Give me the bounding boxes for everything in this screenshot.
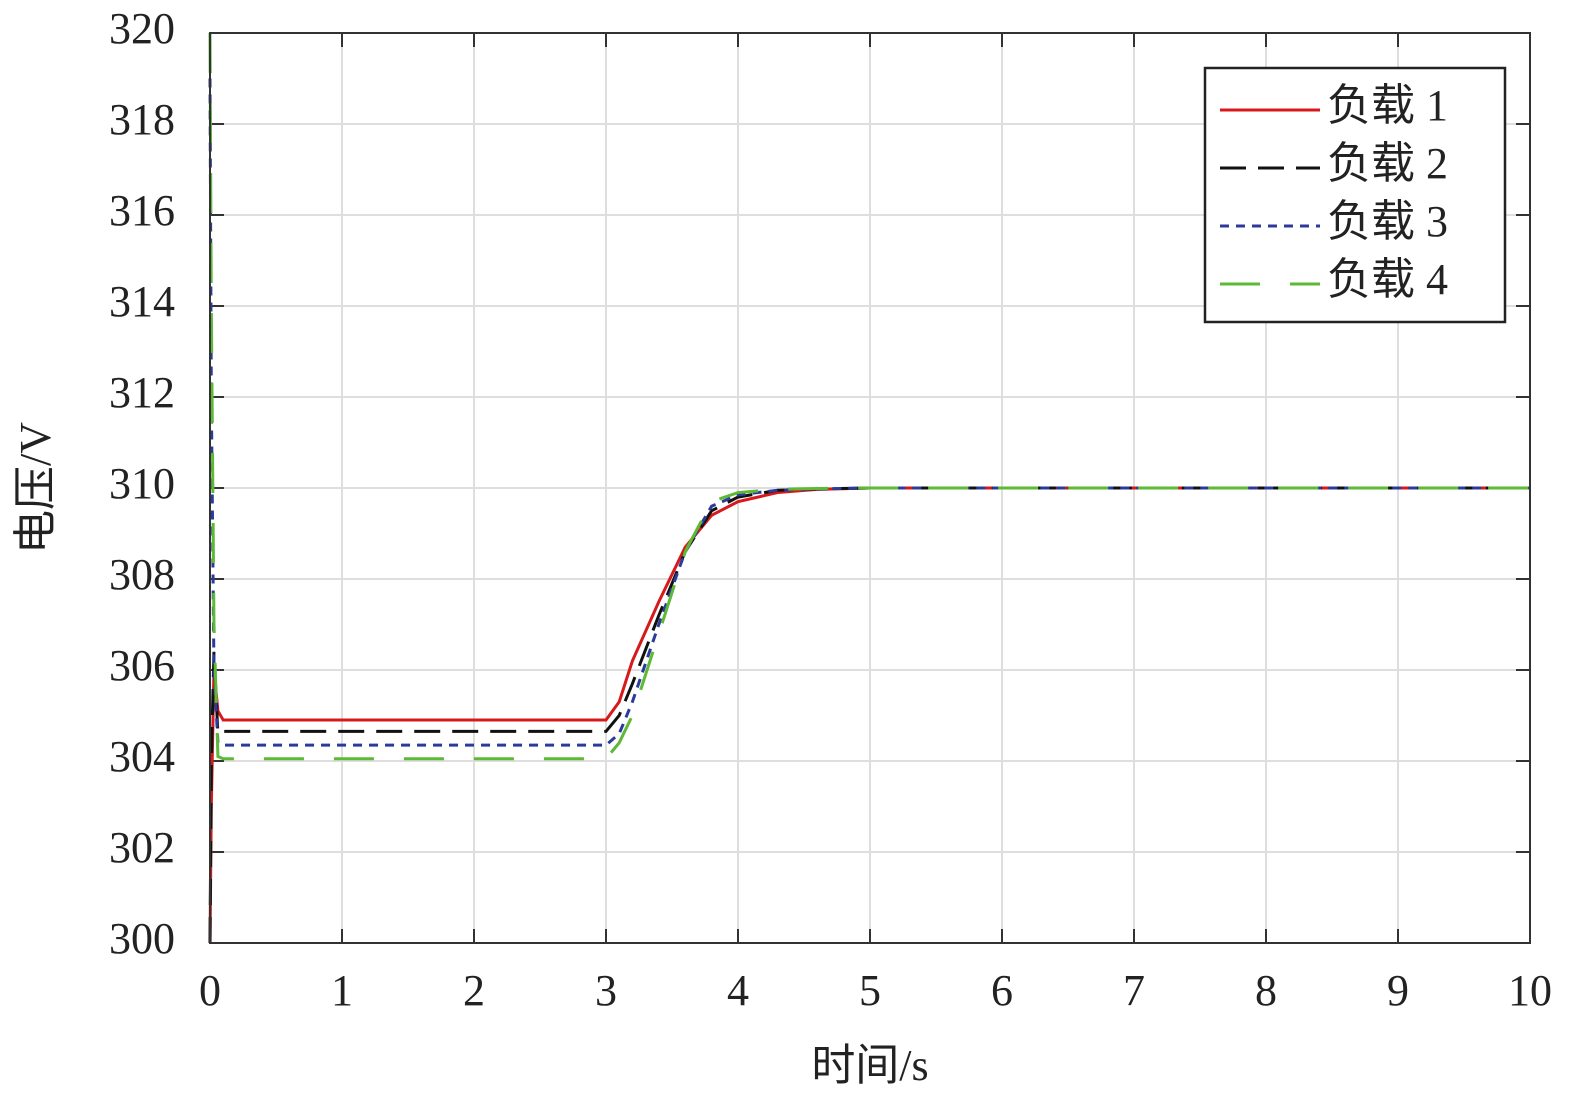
y-axis-label: 电压/V xyxy=(11,422,60,554)
x-tick-label: 10 xyxy=(1508,966,1552,1015)
legend-label: 负载 4 xyxy=(1327,255,1448,304)
y-tick-label: 302 xyxy=(109,823,175,872)
legend-label: 负载 3 xyxy=(1327,197,1448,246)
x-tick-label: 8 xyxy=(1255,966,1277,1015)
plot-frame xyxy=(209,32,1531,944)
y-tick-label: 312 xyxy=(109,368,175,417)
series-line xyxy=(208,486,1530,944)
x-tick-label: 7 xyxy=(1123,966,1145,1015)
y-tick-label: 314 xyxy=(109,277,175,326)
x-tick-label: 9 xyxy=(1387,966,1409,1015)
x-tick-label: 2 xyxy=(463,966,485,1015)
y-tick-label: 306 xyxy=(109,641,175,690)
series-line xyxy=(208,78,1530,747)
y-tick-label: 308 xyxy=(109,550,175,599)
series-line xyxy=(208,32,1530,761)
y-tick-label: 320 xyxy=(109,4,175,53)
x-tick-label: 0 xyxy=(199,966,221,1015)
y-tick-label: 304 xyxy=(109,732,175,781)
y-tick-label: 318 xyxy=(109,95,175,144)
y-tick-label: 310 xyxy=(109,459,175,508)
x-tick-label: 6 xyxy=(991,966,1013,1015)
x-tick-label: 5 xyxy=(859,966,881,1015)
y-tick-label: 316 xyxy=(109,186,175,235)
x-tick-label: 4 xyxy=(727,966,749,1015)
legend-label: 负载 1 xyxy=(1327,81,1448,130)
x-tick-label: 1 xyxy=(331,966,353,1015)
x-axis-label: 时间/s xyxy=(811,1041,928,1090)
x-tick-label: 3 xyxy=(595,966,617,1015)
y-tick-label: 300 xyxy=(109,914,175,963)
legend-label: 负载 2 xyxy=(1327,139,1448,188)
